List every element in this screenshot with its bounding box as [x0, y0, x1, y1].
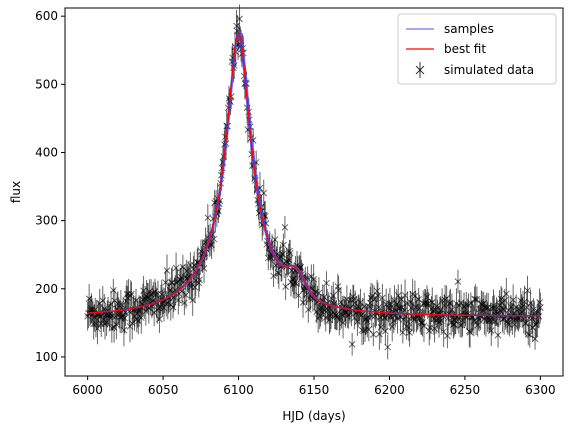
- data-point: [281, 216, 289, 239]
- legend-best-fit-label: best fit: [444, 42, 486, 56]
- legend-box: [397, 13, 557, 85]
- data-point: [163, 254, 171, 287]
- x-tick-label: 6100: [223, 383, 254, 397]
- data-point: [509, 284, 517, 316]
- data-point: [280, 233, 287, 257]
- data-point: [399, 321, 407, 344]
- legend-samples-label: samples: [444, 22, 494, 36]
- legend-data-label: simulated data: [444, 63, 534, 77]
- x-tick-label: 6250: [450, 383, 481, 397]
- data-point: [271, 228, 279, 251]
- data-point: [374, 282, 382, 309]
- data-point: [334, 273, 342, 300]
- x-tick-label: 6150: [299, 383, 330, 397]
- data-point: [537, 292, 544, 323]
- data-point: [323, 271, 330, 296]
- data-point: [286, 240, 293, 263]
- y-axis-title: flux: [9, 181, 23, 203]
- best-fit-line: [87, 32, 541, 317]
- y-tick-label: 400: [35, 145, 58, 159]
- y-tick-label: 100: [35, 350, 58, 364]
- legend: samples best fit simulated data: [397, 13, 557, 85]
- y-ticks: 100 200 300 400 500 600: [35, 9, 65, 364]
- data-point: [236, 4, 243, 34]
- data-point: [384, 334, 392, 360]
- x-tick-label: 6200: [374, 383, 405, 397]
- data-point: [182, 281, 190, 309]
- data-point: [369, 322, 377, 347]
- data-point: [210, 226, 218, 252]
- data-point: [204, 203, 212, 232]
- data-point: [196, 268, 203, 292]
- x-axis-title: HJD (days): [282, 409, 345, 423]
- data-point: [332, 300, 340, 331]
- data-layer: [84, 4, 544, 360]
- data-point: [494, 322, 502, 348]
- data-point: [454, 269, 462, 294]
- x-tick-label: 6300: [525, 383, 556, 397]
- legend-data-swatch: [415, 62, 425, 78]
- data-point: [94, 313, 101, 345]
- y-tick-label: 500: [35, 77, 58, 91]
- data-point: [295, 282, 302, 308]
- data-point: [502, 278, 510, 310]
- data-point: [426, 315, 434, 340]
- data-point: [443, 285, 450, 311]
- data-point: [156, 305, 163, 334]
- data-point: [260, 179, 268, 207]
- data-point: [282, 273, 290, 300]
- x-tick-label: 6050: [148, 383, 179, 397]
- data-point: [348, 332, 356, 356]
- y-tick-label: 300: [35, 214, 58, 228]
- y-tick-label: 600: [35, 9, 58, 23]
- data-point: [200, 253, 208, 284]
- data-point: [420, 309, 428, 343]
- data-point: [444, 323, 451, 349]
- data-point: [531, 327, 539, 350]
- x-ticks: 6000 6050 6100 6150 6200 6250 6300: [72, 376, 556, 397]
- data-point: [379, 284, 386, 312]
- x-tick-label: 6000: [72, 383, 103, 397]
- fit-layer: [87, 29, 541, 317]
- data-point: [299, 287, 307, 318]
- y-tick-label: 200: [35, 282, 58, 296]
